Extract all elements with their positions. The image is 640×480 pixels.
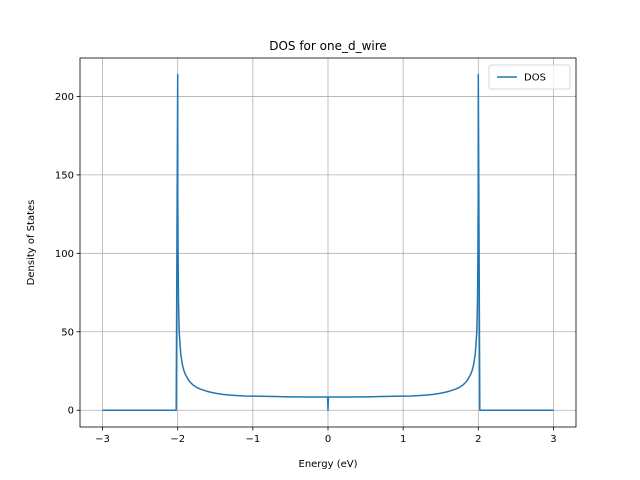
series-group	[102, 73, 554, 411]
x-tick-label: −1	[245, 434, 260, 445]
x-tick-label: 0	[325, 434, 331, 445]
y-tick-label: 150	[55, 170, 74, 181]
y-tick-label: 100	[55, 249, 74, 260]
x-tick-label: 2	[475, 434, 481, 445]
legend: DOS	[488, 64, 571, 90]
x-axis-ticks: −3 −2 −1 0 1 2 3	[95, 427, 557, 445]
x-tick-label: −3	[95, 434, 110, 445]
x-tick-label: 3	[550, 434, 556, 445]
chart-title: DOS for one_d_wire	[269, 39, 387, 53]
x-tick-label: −2	[170, 434, 185, 445]
y-tick-label: 50	[61, 327, 74, 338]
x-tick-label: 1	[400, 434, 406, 445]
x-axis-label: Energy (eV)	[299, 459, 358, 470]
legend-box	[488, 64, 571, 90]
legend-label: DOS	[524, 73, 546, 84]
series-line-0	[102, 73, 554, 411]
y-tick-label: 0	[68, 406, 74, 417]
y-axis-label: Density of States	[26, 200, 37, 286]
y-tick-label: 200	[55, 92, 74, 103]
y-axis-ticks: 0 50 100 150 200	[55, 92, 80, 417]
